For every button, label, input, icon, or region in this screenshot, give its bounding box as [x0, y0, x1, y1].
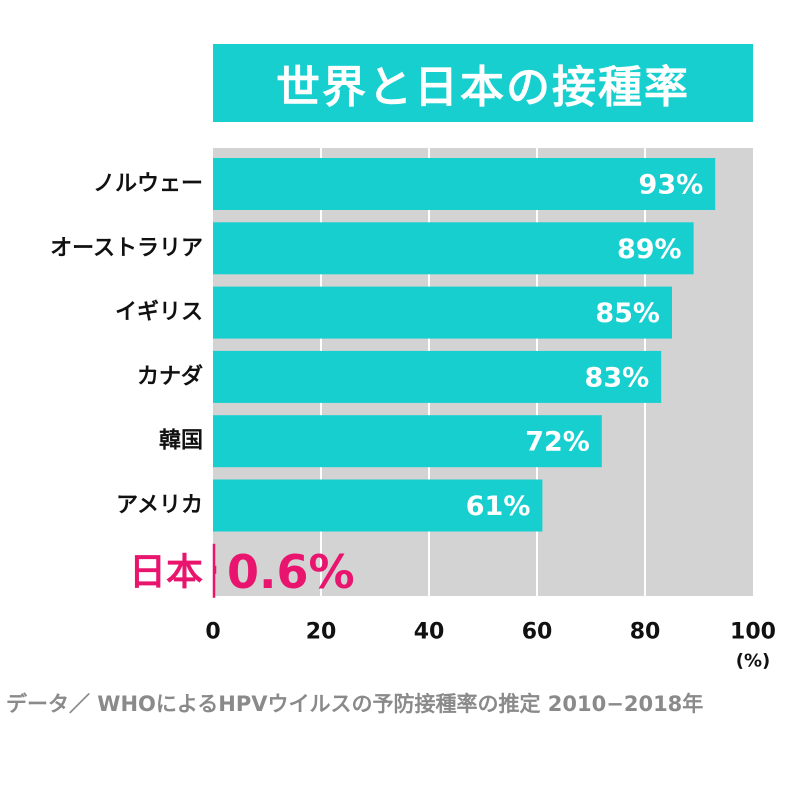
x-tick-label-0: 0 [205, 620, 220, 645]
bar-5 [213, 479, 543, 532]
x-unit-label: (%) [736, 651, 771, 672]
value-label-0: 93% [639, 170, 704, 201]
category-label-4: 韓国 [159, 428, 203, 454]
value-label-3: 83% [585, 362, 650, 393]
category-label-3: カナダ [137, 363, 203, 389]
highlight-value-label: 0.6% [227, 545, 355, 599]
chart-title: 世界と日本の接種率 [213, 44, 753, 122]
category-label-2: イギリス [115, 300, 203, 325]
highlight-category-label: 日本 [129, 550, 203, 593]
bar-1 [213, 222, 694, 275]
bars [213, 158, 716, 574]
x-tick-label-100: 100 [730, 620, 776, 645]
x-tick-label-80: 80 [630, 620, 661, 645]
category-label-1: オーストラリア [50, 236, 203, 261]
bar-2 [213, 286, 672, 339]
value-label-1: 89% [617, 234, 682, 265]
labels: ノルウェー 93% オーストラリア 89% イギリス 85% カナダ 83% 韓国 72% アメリカ… [50, 170, 703, 599]
bar-3 [213, 350, 662, 403]
source-note: データ／ WHOによるHPVウイルスの予防接種率の推定 2010−2018年 [6, 692, 704, 716]
x-tick-label-60: 60 [522, 620, 553, 645]
category-label-5: アメリカ [116, 493, 203, 518]
value-label-5: 61% [466, 491, 531, 522]
bar-4 [213, 415, 602, 468]
x-tick-label-40: 40 [414, 620, 445, 645]
x-axis: 0 20 40 60 80 100 (%) [205, 620, 776, 672]
category-label-0: ノルウェー [93, 172, 203, 197]
value-label-2: 85% [595, 298, 660, 329]
bar-0 [213, 158, 716, 210]
value-label-4: 72% [525, 427, 590, 458]
x-tick-label-20: 20 [306, 620, 337, 645]
